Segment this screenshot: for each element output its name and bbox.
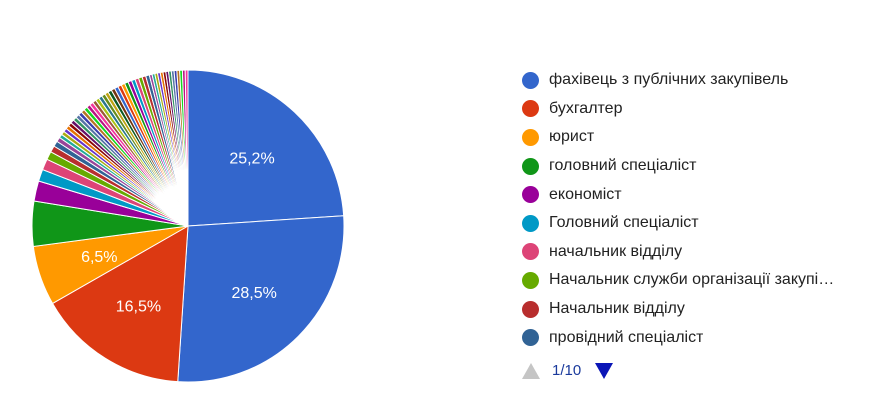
legend-swatch-icon — [522, 243, 539, 261]
legend-swatch-icon — [522, 186, 539, 204]
pie-slices — [31, 69, 345, 383]
legend-label: Начальник відділу — [549, 300, 685, 318]
legend-label: головний спеціаліст — [549, 157, 697, 175]
pie-data-labels: 25,2% 28,5% 16,5% 6,5% — [81, 151, 277, 316]
pie-data-label: 6,5% — [81, 249, 117, 266]
legend-swatch-icon — [522, 214, 539, 232]
legend-swatch-icon — [522, 329, 539, 347]
legend-swatch-icon — [522, 71, 539, 89]
legend-item[interactable]: Начальник служби організації закупі… — [522, 266, 882, 295]
pie-slice[interactable] — [51, 225, 189, 383]
legend-item[interactable]: Головний спеціаліст — [522, 209, 882, 238]
triangle-up-icon[interactable] — [522, 362, 540, 379]
legend-swatch-icon — [522, 157, 539, 175]
legend-pager: 1/10 — [522, 362, 614, 379]
legend-page-indicator: 1/10 — [552, 362, 582, 379]
legend-label: начальник відділу — [549, 242, 683, 260]
legend-item[interactable]: Начальник відділу — [522, 295, 882, 324]
legend-item[interactable]: бухгалтер — [522, 95, 882, 124]
legend-swatch-icon — [522, 271, 539, 289]
legend-item[interactable]: провідний спеціаліст — [522, 323, 882, 352]
pie-data-label: 16,5% — [116, 298, 161, 315]
legend-item[interactable]: головний спеціаліст — [522, 152, 882, 181]
pie-slice[interactable] — [187, 69, 345, 227]
legend-item[interactable]: економіст — [522, 180, 882, 209]
legend-label: Головний спеціаліст — [549, 214, 699, 232]
legend-swatch-icon — [522, 128, 539, 146]
triangle-down-icon[interactable] — [595, 362, 614, 379]
legend-label: Начальник служби організації закупі… — [549, 271, 835, 289]
legend-label: бухгалтер — [549, 99, 623, 117]
legend-item[interactable]: начальник відділу — [522, 238, 882, 267]
pie-data-label: 25,2% — [229, 151, 274, 168]
pie-data-label: 28,5% — [232, 285, 277, 302]
legend-label: фахівець з публічних закупівель — [549, 71, 789, 89]
legend-swatch-icon — [522, 100, 539, 118]
legend: фахівець з публічних закупівель бухгалтер… — [522, 66, 882, 352]
legend-label: економіст — [549, 185, 622, 203]
legend-item[interactable]: юрист — [522, 123, 882, 152]
legend-swatch-icon — [522, 300, 539, 318]
legend-label: провідний спеціаліст — [549, 328, 704, 346]
pie-slice[interactable] — [184, 69, 189, 227]
pie-slice[interactable] — [177, 215, 345, 383]
legend-label: юрист — [549, 128, 595, 146]
legend-item[interactable]: фахівець з публічних закупівель — [522, 66, 882, 95]
